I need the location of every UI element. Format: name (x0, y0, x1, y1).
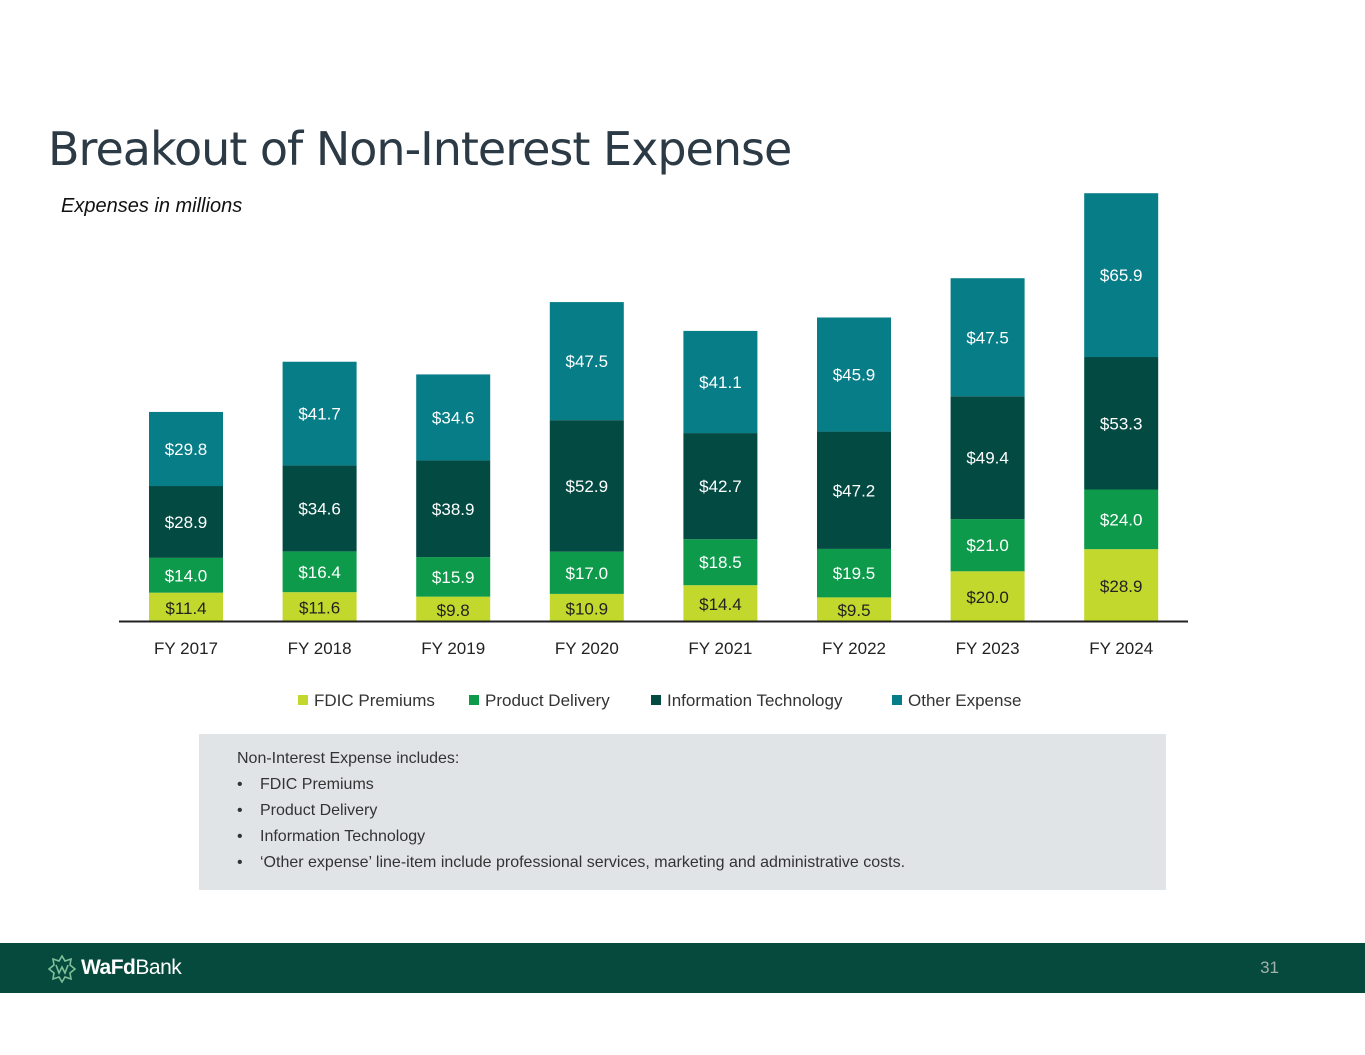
bar-segment (549, 302, 624, 421)
bar-segment (282, 361, 357, 466)
data-label: $10.9 (566, 599, 609, 618)
data-label: $38.9 (432, 500, 475, 519)
bar-segment (549, 593, 624, 621)
data-label: $15.9 (432, 568, 475, 587)
bar-segment (950, 278, 1025, 397)
chart-subtitle: Expenses in millions (61, 195, 243, 217)
x-tick-label: FY 2024 (1089, 639, 1153, 658)
data-label: $14.0 (165, 566, 208, 585)
bar-segment (149, 592, 223, 621)
data-label: $18.5 (699, 553, 742, 572)
footer-bar: WaFdBank 31 (0, 943, 1365, 993)
x-tick-label: FY 2022 (822, 639, 886, 658)
bar-segment (683, 539, 758, 586)
bar-segment (149, 411, 223, 487)
notes-list: FDIC Premiums Product Delivery Informati… (237, 776, 905, 880)
bar-segment (683, 433, 758, 540)
data-label: $41.7 (298, 405, 341, 424)
data-label: $42.7 (699, 477, 742, 496)
data-label: $29.8 (165, 440, 208, 459)
data-label: $47.5 (566, 352, 609, 371)
bar-segment (683, 330, 758, 434)
notes-item: Product Delivery (237, 802, 905, 828)
brand-name: WaFdBank (81, 956, 182, 980)
data-label: $17.0 (566, 564, 609, 583)
data-label: $65.9 (1100, 266, 1143, 285)
bar-segment (549, 420, 624, 552)
bar-segment (549, 551, 624, 594)
bar-segment (282, 551, 357, 593)
bar-segment (416, 374, 491, 461)
x-tick-label: FY 2021 (688, 639, 752, 658)
wafd-logo-icon (47, 954, 77, 984)
bar-segment (149, 486, 223, 558)
data-label: $47.5 (966, 328, 1009, 347)
bar-segment (1084, 357, 1159, 490)
data-label: $24.0 (1100, 510, 1143, 529)
bar-segment (950, 571, 1025, 621)
legend-swatch (298, 695, 308, 705)
notes-panel: Non-Interest Expense includes: FDIC Prem… (199, 734, 1166, 890)
x-tick-label: FY 2023 (956, 639, 1020, 658)
bar-segment (683, 585, 758, 621)
legend-label: Other Expense (908, 691, 1021, 710)
legend-swatch (469, 695, 479, 705)
data-label: $9.5 (837, 601, 870, 620)
data-label: $28.9 (1100, 577, 1143, 596)
legend-swatch (892, 695, 902, 705)
data-label: $49.4 (966, 449, 1009, 468)
page-title: Breakout of Non-Interest Expense (48, 122, 792, 176)
bar-segment (950, 396, 1025, 520)
bar-segment (282, 592, 357, 621)
notes-item: ‘Other expense’ line-item include profes… (237, 854, 905, 880)
bar-segment (950, 519, 1025, 572)
brand-regular: Bank (135, 956, 182, 979)
notes-intro: Non-Interest Expense includes: (237, 750, 460, 767)
stacked-bar-chart: $11.4 $14.0 $28.9 $29.8 FY 2017 $11.6 $16.4 $34… (119, 193, 1188, 710)
data-label: $9.8 (437, 601, 470, 620)
data-label: $34.6 (298, 499, 341, 518)
data-label: $53.3 (1100, 414, 1143, 433)
data-label: $41.1 (699, 373, 742, 392)
legend-swatch (651, 695, 661, 705)
bar-segment (817, 317, 891, 432)
bar-segment (817, 431, 891, 549)
x-tick-label: FY 2017 (154, 639, 218, 658)
legend-label: FDIC Premiums (314, 691, 435, 710)
bar-segment (817, 548, 891, 598)
bar-segment (1084, 193, 1159, 358)
notes-item: FDIC Premiums (237, 776, 905, 802)
data-label: $21.0 (966, 536, 1009, 555)
data-label: $20.0 (966, 588, 1009, 607)
bar-segment (817, 597, 891, 621)
data-label: $11.4 (165, 599, 206, 618)
bar-segment (282, 465, 357, 552)
bar-segment (1084, 549, 1159, 621)
data-label: $47.2 (833, 481, 876, 500)
data-label: $52.9 (566, 477, 609, 496)
bar-segment (416, 596, 491, 621)
data-label: $19.5 (833, 564, 876, 583)
legend-label: Information Technology (667, 691, 843, 710)
data-label: $14.4 (699, 595, 742, 614)
x-tick-label: FY 2019 (421, 639, 485, 658)
data-label: $28.9 (165, 513, 208, 532)
notes-item: Information Technology (237, 828, 905, 854)
bar-segment (416, 557, 491, 597)
data-label: $34.6 (432, 408, 475, 427)
data-label: $16.4 (298, 563, 341, 582)
bar-segment (416, 460, 491, 558)
data-label: $45.9 (833, 366, 876, 385)
x-tick-label: FY 2018 (288, 639, 352, 658)
bar-segment (1084, 489, 1159, 550)
data-label: $11.6 (299, 599, 340, 618)
legend-label: Product Delivery (485, 691, 610, 710)
bar-segment (149, 557, 223, 593)
page-number: 31 (1260, 958, 1279, 977)
brand-bold: WaFd (81, 956, 136, 979)
x-tick-label: FY 2020 (555, 639, 619, 658)
